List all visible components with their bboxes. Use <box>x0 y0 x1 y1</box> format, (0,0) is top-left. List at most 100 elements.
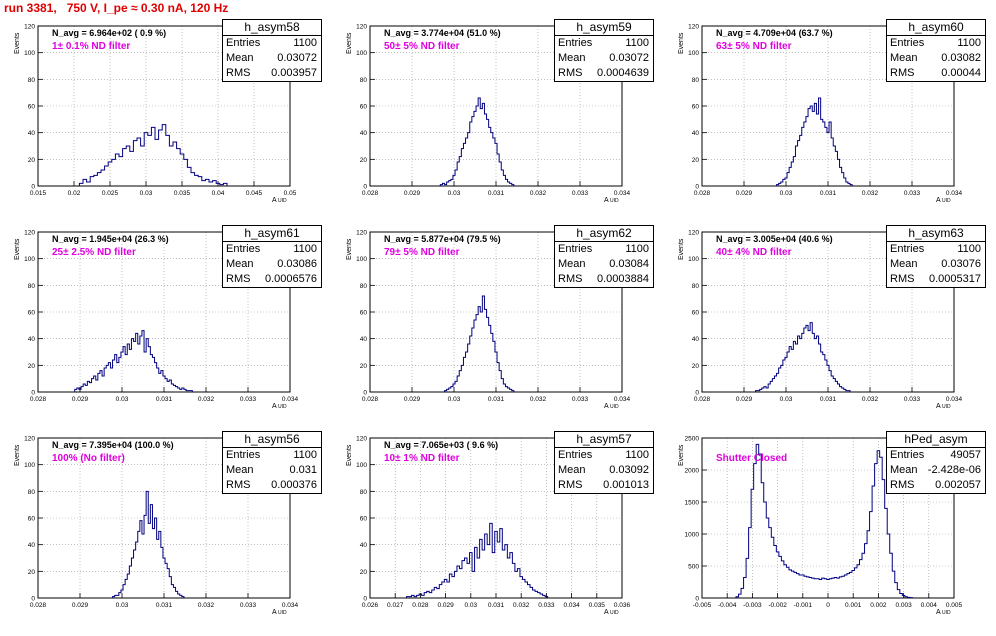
histogram-name: h_asym60 <box>887 20 985 36</box>
x-tick-label: 0.032 <box>862 190 879 197</box>
x-axis-label: A UID <box>272 609 287 616</box>
histogram-bin <box>515 571 518 598</box>
stats-label-entries: Entries <box>226 448 260 463</box>
histogram-bin <box>487 317 489 392</box>
histogram-bin <box>800 135 802 186</box>
filter-label: 50± 5% ND filter <box>384 41 460 52</box>
stats-label-entries: Entries <box>558 448 592 463</box>
x-tick-label: 0.031 <box>820 190 837 197</box>
histogram-bin <box>133 141 137 186</box>
y-tick-label: 120 <box>24 436 35 443</box>
histogram-bin <box>791 349 793 392</box>
y-tick-label: 1500 <box>685 500 700 507</box>
histogram-bin <box>129 349 131 392</box>
stats-label-entries: Entries <box>890 242 924 257</box>
histogram-bin <box>814 579 817 598</box>
histogram-bin <box>766 388 768 392</box>
histogram-bin <box>816 114 818 186</box>
stats-value-rms: 0.000376 <box>271 478 317 493</box>
y-tick-label: 40 <box>28 542 36 549</box>
x-tick-label: -0.002 <box>768 602 787 609</box>
histogram-bin <box>195 175 199 186</box>
histogram-bin <box>802 127 804 186</box>
histogram-bin <box>477 558 480 598</box>
x-axis-label-sub: UID <box>609 198 619 204</box>
stats-label-rms: RMS <box>890 272 914 287</box>
x-tick-label: 0.029 <box>404 190 421 197</box>
x-tick-label: 0.032 <box>198 396 215 403</box>
y-tick-label: 100 <box>356 50 367 57</box>
y-tick-label: 20 <box>692 363 700 370</box>
x-tick-label: 0.035 <box>174 190 191 197</box>
histogram-bin <box>877 451 880 598</box>
histogram-bin <box>144 352 146 392</box>
histogram-bin <box>785 357 787 392</box>
histogram-bin <box>87 182 91 186</box>
x-tick-label: 0.029 <box>72 602 89 609</box>
x-tick-label: 0.028 <box>30 602 47 609</box>
histogram-bin <box>102 376 104 392</box>
histogram-bin <box>447 582 450 598</box>
histogram-bin <box>429 593 432 598</box>
stats-label-entries: Entries <box>226 242 260 257</box>
histogram-name: hPed_asym <box>887 432 985 448</box>
histogram-bin <box>832 578 835 598</box>
y-tick-label: 60 <box>28 104 36 111</box>
y-tick-label: 0 <box>695 184 699 191</box>
x-tick-label: 0.032 <box>513 602 530 609</box>
y-tick-label: 40 <box>28 130 36 137</box>
y-axis-label: Events <box>346 33 353 54</box>
x-tick-label: 0.05 <box>284 190 297 197</box>
histogram-bin <box>822 578 825 598</box>
n-avg-label: N_avg = 7.395e+04 (100.0 %) <box>52 440 174 450</box>
histogram-bin <box>833 146 835 186</box>
x-tick-label: 0.033 <box>240 602 257 609</box>
stats-row-rms: RMS 0.002057 <box>887 478 985 493</box>
x-tick-label: 0.033 <box>572 190 589 197</box>
histogram-bin <box>159 130 163 186</box>
x-tick-label: 0.027 <box>387 602 404 609</box>
stats-label-rms: RMS <box>226 478 250 493</box>
histogram-bin <box>857 565 860 598</box>
x-tick-label: 0.03 <box>780 190 793 197</box>
y-tick-label: 20 <box>360 157 368 164</box>
histogram-line <box>75 331 193 392</box>
stats-label-entries: Entries <box>558 36 592 51</box>
stats-value-rms: 0.002057 <box>935 478 981 493</box>
histogram-bin <box>502 550 505 598</box>
stats-label-entries: Entries <box>890 448 924 463</box>
y-tick-label: 60 <box>28 516 36 523</box>
x-axis-label: A UID <box>936 609 951 616</box>
histogram-bin <box>781 365 783 392</box>
histogram-bin <box>476 315 478 392</box>
filter-label: 40± 4% ND filter <box>716 247 792 258</box>
histogram-bin <box>482 103 484 186</box>
histogram-bin <box>806 117 808 186</box>
stats-value-rms: 0.00044 <box>941 66 981 81</box>
histogram-bin <box>177 149 181 186</box>
y-tick-label: 120 <box>356 24 367 31</box>
histogram-bin <box>125 355 127 392</box>
x-tick-label: -0.003 <box>743 602 762 609</box>
x-axis-label: A UID <box>936 197 951 204</box>
histogram-bin <box>814 103 816 186</box>
stats-value-entries: 1100 <box>957 242 981 257</box>
y-tick-label: 0 <box>695 390 699 397</box>
y-axis-label: Events <box>678 445 685 466</box>
stats-label-rms: RMS <box>890 478 914 493</box>
stats-value-entries: 1100 <box>293 242 317 257</box>
stats-value-entries: 1100 <box>293 448 317 463</box>
x-tick-label: 0.03 <box>448 190 461 197</box>
histogram-bin <box>825 127 827 186</box>
stats-label-mean: Mean <box>226 257 254 272</box>
histogram-bin <box>804 576 807 598</box>
y-tick-label: 80 <box>28 283 36 290</box>
histogram-bin <box>478 307 480 392</box>
